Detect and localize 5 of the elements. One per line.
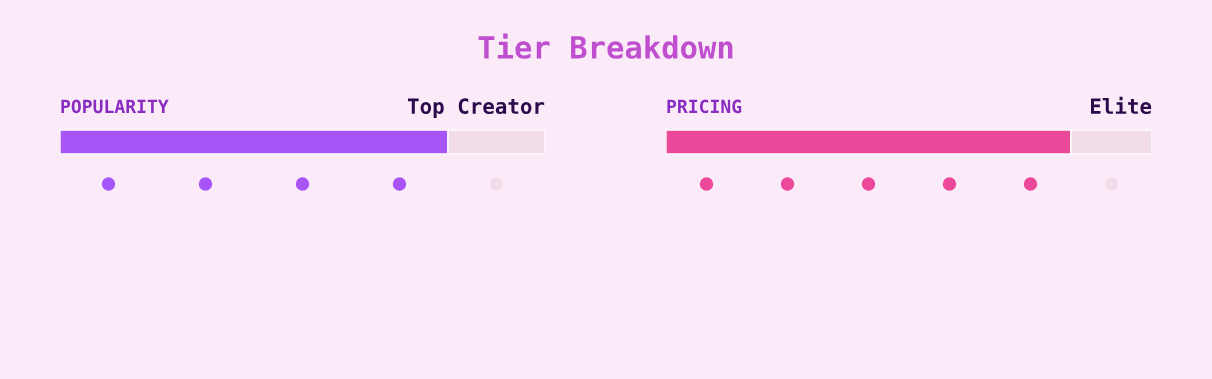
chart-subtitle: PRICING (667, 99, 742, 114)
text: Elite (1091, 96, 1152, 115)
chart-title: Tier Breakdown (478, 33, 733, 59)
text: Top Creator (407, 98, 545, 119)
chart-subtitle: POPULARITY (61, 99, 169, 114)
